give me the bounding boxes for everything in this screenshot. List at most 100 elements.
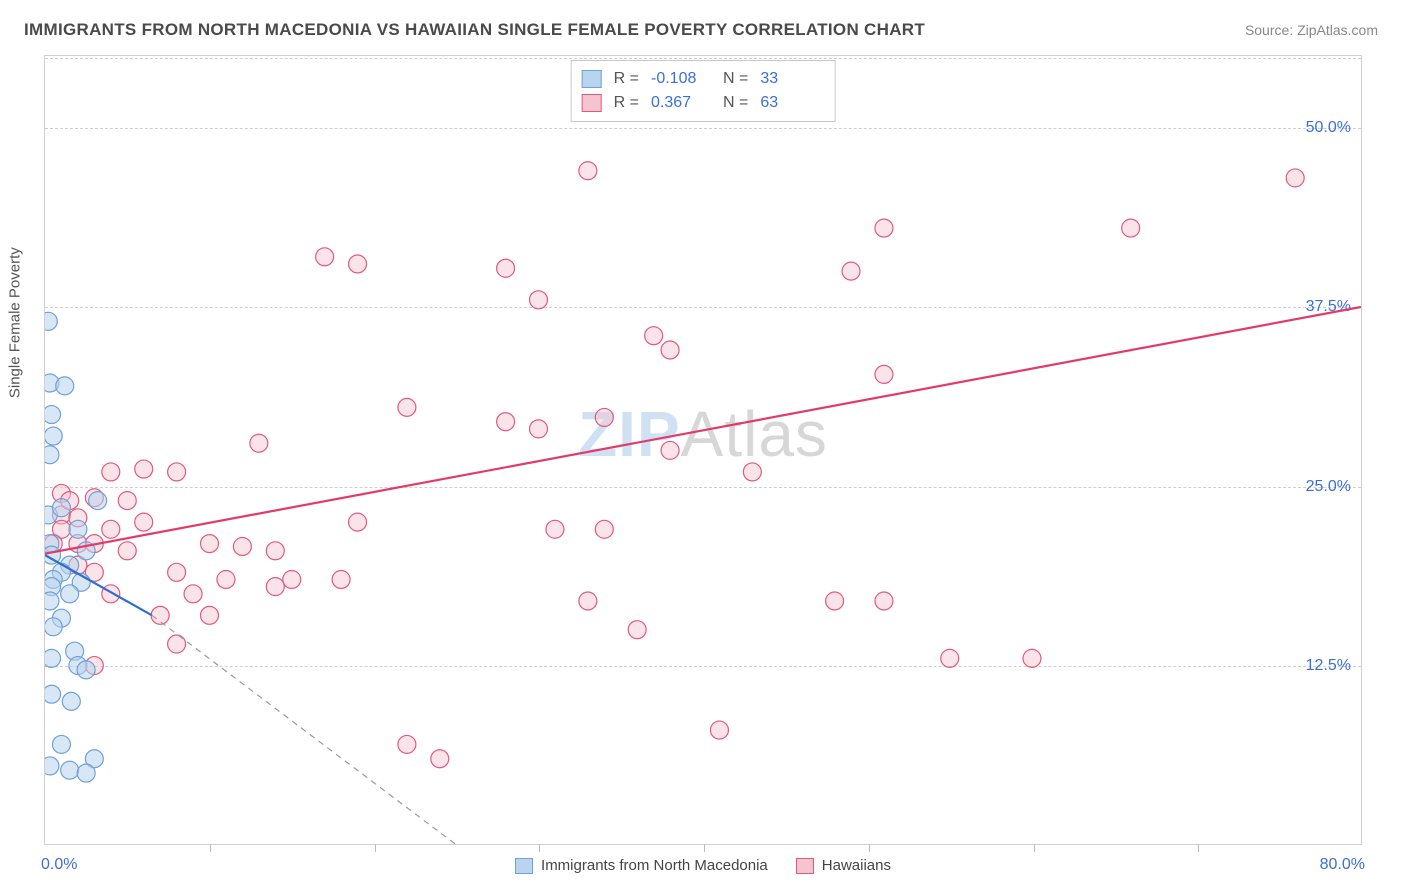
data-point [56,377,74,395]
data-point [497,413,515,431]
data-point [45,312,57,330]
data-point [941,649,959,667]
data-point [431,750,449,768]
data-point [45,757,59,775]
data-point [398,398,416,416]
data-point [349,255,367,273]
data-point [77,661,95,679]
data-point [45,685,61,703]
data-point [661,341,679,359]
y-axis-label: Single Female Poverty [7,247,24,398]
swatch-macedonia [582,70,602,88]
data-point [1286,169,1304,187]
data-point [45,592,59,610]
series-legend-hawaiians: Hawaiians [796,857,891,874]
x-tick [375,844,376,852]
data-point [826,592,844,610]
trend-line-hawaiians [45,307,1361,554]
data-point [595,408,613,426]
x-tick [869,844,870,852]
data-point [332,570,350,588]
data-point [135,513,153,531]
data-point [743,463,761,481]
data-point [201,535,219,553]
swatch-hawaiians [582,94,602,112]
data-point [45,649,61,667]
trend-line-macedonia-extrapolated [152,615,456,844]
data-point [135,460,153,478]
data-point [595,520,613,538]
data-point [1122,219,1140,237]
data-point [349,513,367,531]
series-legend-macedonia: Immigrants from North Macedonia [515,857,768,874]
plot-area: Single Female Poverty ZIPAtlas 12.5%25.0… [44,55,1362,845]
data-point [89,492,107,510]
data-point [45,446,59,464]
x-tick [210,844,211,852]
x-tick [1198,844,1199,852]
data-point [316,248,334,266]
x-tick [539,844,540,852]
x-tick [1034,844,1035,852]
data-point [875,365,893,383]
legend-r-value-1: 0.367 [651,91,711,115]
legend-r-label: R = [614,67,639,91]
legend-n-value-0: 33 [760,67,820,91]
data-point [875,592,893,610]
x-axis-max: 80.0% [1320,856,1365,874]
data-point [52,735,70,753]
data-point [61,761,79,779]
data-point [217,570,235,588]
data-point [546,520,564,538]
source-label: Source: ZipAtlas.com [1245,22,1378,38]
legend-row-hawaiians: R = 0.367 N = 63 [582,91,821,115]
data-point [102,463,120,481]
data-point [645,327,663,345]
data-point [77,764,95,782]
data-point [233,538,251,556]
data-point [168,463,186,481]
data-point [530,291,548,309]
data-point [45,618,62,636]
data-point [168,635,186,653]
data-point [69,520,87,538]
correlation-legend: R = -0.108 N = 33 R = 0.367 N = 63 [571,60,836,122]
data-point [266,542,284,560]
data-point [710,721,728,739]
data-point [497,259,515,277]
data-point [579,162,597,180]
legend-n-value-1: 63 [760,91,820,115]
swatch-macedonia-icon [515,858,533,874]
legend-row-macedonia: R = -0.108 N = 33 [582,67,821,91]
data-point [45,427,62,445]
data-point [530,420,548,438]
legend-n-label: N = [723,67,748,91]
series-label-1: Hawaiians [822,857,891,874]
data-point [201,606,219,624]
data-point [62,692,80,710]
legend-r-label: R = [614,91,639,115]
legend-n-label: N = [723,91,748,115]
series-label-0: Immigrants from North Macedonia [541,857,768,874]
series-legend: Immigrants from North Macedonia Hawaiian… [515,857,891,874]
data-point [184,585,202,603]
data-point [1023,649,1041,667]
data-point [266,578,284,596]
data-point [168,563,186,581]
data-point [250,434,268,452]
data-point [102,520,120,538]
data-point [52,499,70,517]
data-point [661,441,679,459]
data-point [118,542,136,560]
x-tick [704,844,705,852]
legend-r-value-0: -0.108 [651,67,711,91]
swatch-hawaiians-icon [796,858,814,874]
chart-title: IMMIGRANTS FROM NORTH MACEDONIA VS HAWAI… [24,20,925,40]
data-point [151,606,169,624]
data-point [398,735,416,753]
scatter-svg [45,56,1361,845]
data-point [875,219,893,237]
data-point [579,592,597,610]
data-point [842,262,860,280]
data-point [283,570,301,588]
